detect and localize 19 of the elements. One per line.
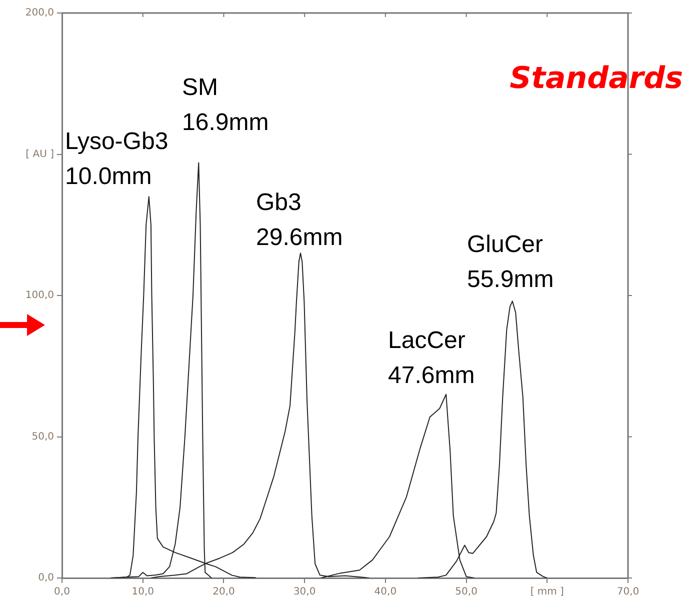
annotation: Lyso-Gb3 10.0mm	[65, 128, 168, 190]
x-tick-label: 20,0	[212, 586, 235, 598]
y-tick-label: 0,0	[38, 572, 54, 584]
annotation: GluCer 55.9mm	[467, 231, 554, 293]
y-tick-label: 50,0	[32, 431, 54, 442]
x-tick-label: 40,0	[374, 586, 397, 598]
y-tick-label: 100,0	[25, 290, 54, 302]
x-tick-label: 10,0	[132, 586, 154, 598]
annotation: LacCer 47.6mm	[388, 327, 475, 389]
x-tick-label: 30,0	[293, 586, 316, 598]
x-tick-label: [ mm ]	[530, 586, 564, 598]
y-tick-label: [ AU ]	[26, 148, 54, 160]
x-tick-label: 0,0	[54, 586, 70, 598]
y-tick-label: 200,0	[25, 8, 54, 19]
annotation: Gb3 29.6mm	[256, 189, 343, 251]
x-tick-label: 50,0	[455, 586, 478, 598]
text: Standards	[510, 61, 683, 96]
x-tick-label: 70,0	[616, 586, 640, 598]
annotation: SM 16.9mm	[182, 74, 269, 136]
